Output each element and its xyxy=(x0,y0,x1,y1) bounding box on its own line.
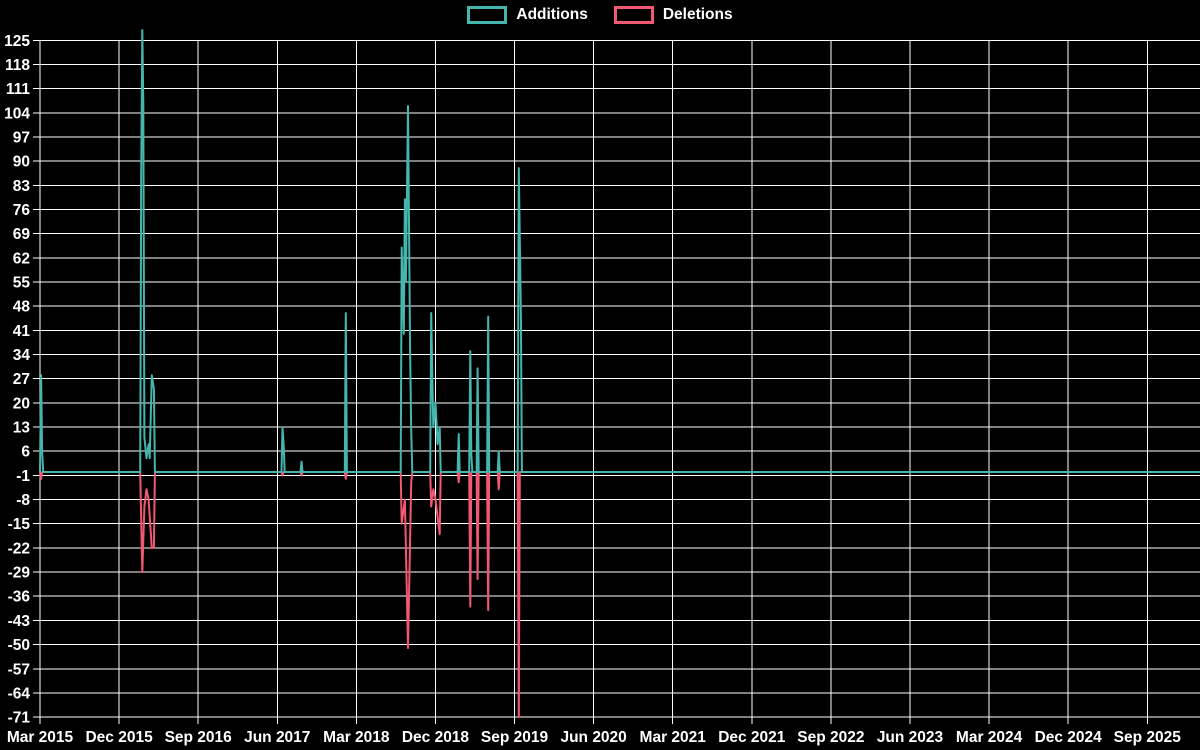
y-tick-label: -29 xyxy=(8,565,31,582)
x-tick-label: Mar 2015 xyxy=(7,729,74,746)
additions-swatch-icon xyxy=(467,6,508,24)
y-tick-label: 76 xyxy=(13,202,31,219)
x-tick-label: Mar 2024 xyxy=(956,729,1023,746)
y-tick-label: 41 xyxy=(13,323,31,340)
y-tick-label: -15 xyxy=(8,516,31,533)
x-tick-label: Mar 2021 xyxy=(640,729,707,746)
y-tick-label: 69 xyxy=(13,226,31,243)
y-tick-label: 118 xyxy=(5,57,30,74)
y-tick-label: -43 xyxy=(8,613,31,630)
deletions-line xyxy=(39,471,1200,719)
grid xyxy=(33,39,1200,724)
x-tick-label: Sep 2019 xyxy=(481,729,549,746)
legend-item-deletions[interactable]: Deletions xyxy=(613,6,733,24)
x-tick-label: Sep 2016 xyxy=(165,729,233,746)
deletions-swatch-icon xyxy=(613,6,654,24)
y-tick-label: 27 xyxy=(13,371,30,388)
y-tick-label: -71 xyxy=(8,710,31,727)
x-tick-label: Sep 2025 xyxy=(1114,729,1182,746)
x-tick-label: Dec 2021 xyxy=(718,729,786,746)
legend-label-deletions: Deletions xyxy=(662,6,733,23)
y-tick-label: 111 xyxy=(6,81,31,98)
y-tick-label: 20 xyxy=(13,395,30,412)
y-tick-label: -8 xyxy=(16,492,30,509)
y-tick-label: 13 xyxy=(13,420,31,437)
y-tick-label: -64 xyxy=(8,685,31,702)
additions-line xyxy=(39,29,1200,473)
y-tick-label: -36 xyxy=(8,589,31,606)
x-tick-label: Jun 2023 xyxy=(877,729,944,746)
x-tick-label: Mar 2018 xyxy=(323,729,390,746)
y-tick-label: 83 xyxy=(13,178,31,195)
x-tick-label: Sep 2022 xyxy=(797,729,864,746)
y-tick-label: 62 xyxy=(13,250,30,267)
chart-legend: Additions Deletions xyxy=(0,6,1200,24)
legend-item-additions[interactable]: Additions xyxy=(467,6,588,24)
x-tick-label: Dec 2018 xyxy=(402,729,470,746)
y-tick-label: 55 xyxy=(13,275,31,292)
y-tick-label: 6 xyxy=(21,444,30,461)
y-tick-label: -57 xyxy=(8,661,30,678)
axis-labels: 125 118 111 104 97 90 83 76 69 62 55 48 41 34 27 20 13 6 -… xyxy=(4,33,1181,746)
x-tick-label: Dec 2024 xyxy=(1035,729,1103,746)
y-tick-label: 48 xyxy=(13,299,31,316)
y-tick-label: -1 xyxy=(16,468,30,485)
x-tick-label: Jun 2020 xyxy=(560,729,626,746)
y-tick-label: -22 xyxy=(8,540,30,557)
legend-label-additions: Additions xyxy=(516,6,588,23)
x-tick-label: Jun 2017 xyxy=(244,729,310,746)
y-tick-label: 90 xyxy=(13,154,30,171)
y-tick-label: 104 xyxy=(4,105,30,122)
x-tick-label: Dec 2015 xyxy=(85,729,153,746)
y-tick-label: 97 xyxy=(13,130,30,147)
y-tick-label: 34 xyxy=(13,347,31,364)
y-tick-label: -50 xyxy=(8,637,30,654)
y-tick-label: 125 xyxy=(4,33,30,50)
